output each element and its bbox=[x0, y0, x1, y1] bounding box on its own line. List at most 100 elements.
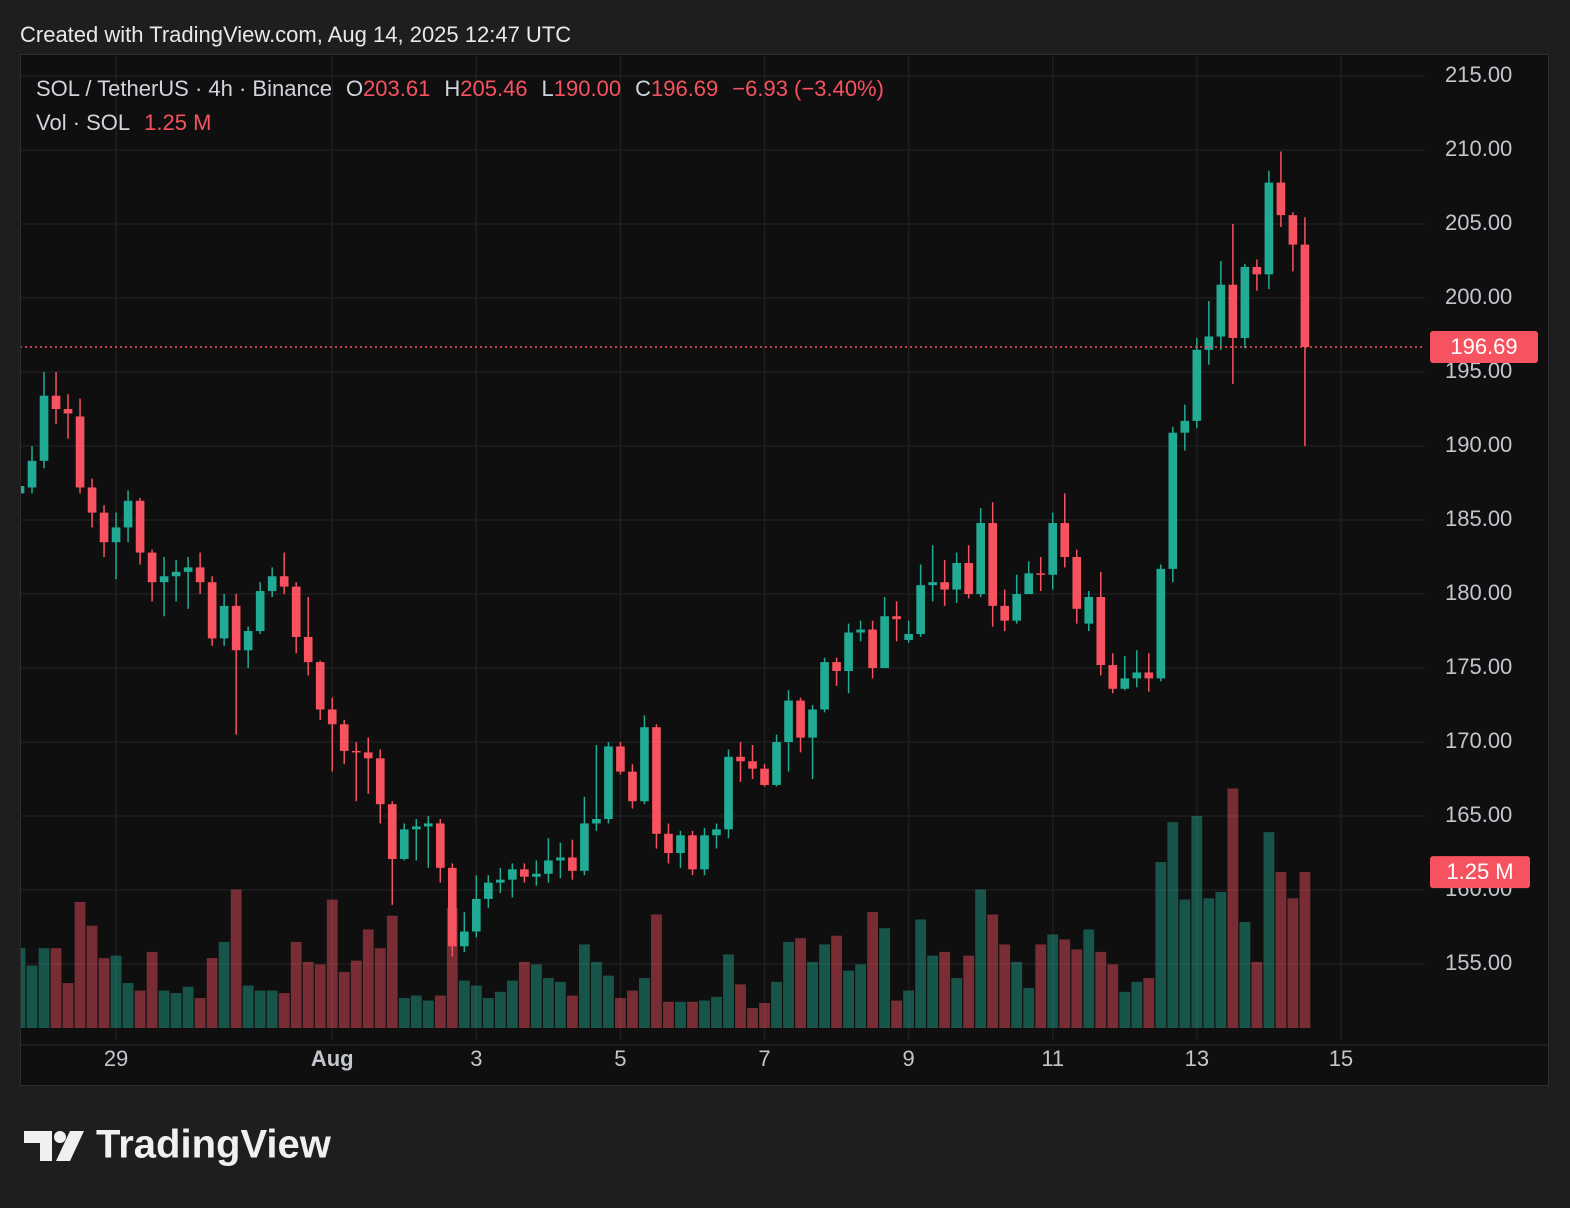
candle-body bbox=[411, 826, 421, 830]
volume-bar bbox=[759, 1003, 770, 1028]
volume-bar bbox=[939, 951, 951, 1028]
volume-bar bbox=[1239, 921, 1251, 1028]
candle-body bbox=[123, 500, 133, 528]
volume-bar bbox=[627, 990, 638, 1028]
price-badge bbox=[1430, 331, 1538, 364]
candle-body bbox=[616, 746, 625, 772]
candle-body bbox=[520, 869, 529, 877]
candle-body bbox=[1156, 568, 1166, 679]
candle-body bbox=[1120, 678, 1130, 689]
candle-body bbox=[147, 552, 157, 583]
logo-icon bbox=[24, 1131, 52, 1161]
candle-body bbox=[1048, 522, 1058, 575]
candle-body bbox=[303, 636, 313, 663]
volume-bar bbox=[578, 944, 590, 1028]
volume-bar bbox=[807, 961, 818, 1028]
x-tick-label: 7 bbox=[758, 1046, 770, 1071]
volume-bar bbox=[134, 990, 146, 1028]
volume-bar bbox=[218, 941, 230, 1028]
ohlc-value: 205.46 bbox=[460, 76, 527, 101]
candle-body bbox=[1144, 672, 1154, 679]
volume-bar bbox=[855, 964, 867, 1028]
candle-body bbox=[1180, 420, 1190, 433]
volume-bar bbox=[1215, 892, 1227, 1028]
candle-body bbox=[183, 567, 193, 572]
volume-bar bbox=[254, 990, 266, 1028]
volume-bar bbox=[831, 935, 842, 1028]
volume-bar bbox=[278, 993, 290, 1028]
volume-bar bbox=[783, 941, 794, 1028]
candle-body bbox=[195, 567, 205, 583]
volume-bar bbox=[206, 958, 218, 1028]
volume-bar bbox=[158, 990, 170, 1028]
candle-body bbox=[472, 898, 481, 932]
volume-bar bbox=[879, 928, 891, 1028]
candle-body bbox=[688, 835, 697, 870]
candle-body bbox=[1072, 557, 1082, 609]
volume-bar bbox=[867, 911, 879, 1028]
volume-bar bbox=[74, 902, 86, 1028]
candle-body bbox=[315, 662, 325, 710]
candle-body bbox=[111, 527, 121, 543]
volume-bar bbox=[1287, 898, 1299, 1028]
ohlc-key: H bbox=[444, 76, 460, 101]
volume-bar bbox=[1143, 978, 1155, 1028]
candle-body bbox=[592, 818, 601, 824]
axes: 155.00160.00165.00170.00175.00180.00185.… bbox=[20, 62, 1548, 1071]
volume-bar bbox=[530, 964, 542, 1028]
candle-body bbox=[988, 522, 998, 606]
candle-body bbox=[399, 829, 409, 859]
volume-bar bbox=[290, 941, 302, 1028]
candle-body bbox=[712, 829, 721, 836]
candle-body bbox=[736, 756, 745, 762]
volume-bar bbox=[374, 948, 386, 1028]
volume-bar bbox=[711, 996, 722, 1028]
candle-body bbox=[435, 823, 445, 868]
volume-bar bbox=[434, 995, 446, 1028]
candle-body bbox=[508, 869, 517, 880]
ohlc-key: L bbox=[542, 76, 554, 101]
volume-bar bbox=[975, 889, 987, 1028]
volume-bar bbox=[1035, 944, 1047, 1028]
candle-body bbox=[820, 662, 829, 710]
volume-bar bbox=[699, 1000, 710, 1028]
volume-badge-label: 1.25 M bbox=[1446, 859, 1513, 884]
candle-body bbox=[21, 485, 25, 494]
ohlc-key: O bbox=[346, 76, 363, 101]
y-tick-label: 165.00 bbox=[1445, 802, 1512, 827]
price-pane bbox=[21, 151, 1425, 957]
candle-body bbox=[75, 416, 85, 488]
candle-body bbox=[1000, 605, 1010, 621]
candle-body bbox=[39, 395, 49, 461]
candle-body bbox=[327, 709, 337, 725]
logo-icon bbox=[54, 1131, 66, 1143]
volume-bar bbox=[542, 978, 554, 1028]
volume-bar bbox=[1059, 939, 1071, 1028]
candle-body bbox=[700, 835, 709, 870]
candle-body bbox=[760, 768, 769, 785]
candle-body bbox=[135, 500, 145, 553]
volume-bar bbox=[963, 955, 975, 1028]
candle-body bbox=[1228, 284, 1238, 338]
legend-line: SOL / TetherUS · 4h · Binance O203.61 H205… bbox=[36, 76, 884, 101]
candle-body bbox=[1024, 573, 1034, 595]
candle-body bbox=[964, 562, 973, 595]
ohlc-key: C bbox=[635, 76, 651, 101]
candle-body bbox=[375, 758, 385, 805]
volume-bar bbox=[843, 970, 854, 1028]
candle-body bbox=[940, 582, 949, 590]
candle-body bbox=[1276, 182, 1286, 216]
candle-body bbox=[207, 582, 217, 639]
volume-bar bbox=[242, 985, 254, 1028]
volume-bar bbox=[915, 919, 927, 1028]
volume-bar bbox=[122, 983, 134, 1028]
candle-body bbox=[568, 857, 577, 871]
volume-bar bbox=[50, 948, 62, 1028]
volume-bar bbox=[723, 954, 734, 1028]
volume-bar bbox=[1179, 899, 1191, 1028]
volume-bar bbox=[458, 980, 470, 1028]
volume-value: 1.25 M bbox=[144, 110, 211, 135]
candle-body bbox=[1036, 573, 1046, 575]
candle-body bbox=[532, 873, 541, 877]
